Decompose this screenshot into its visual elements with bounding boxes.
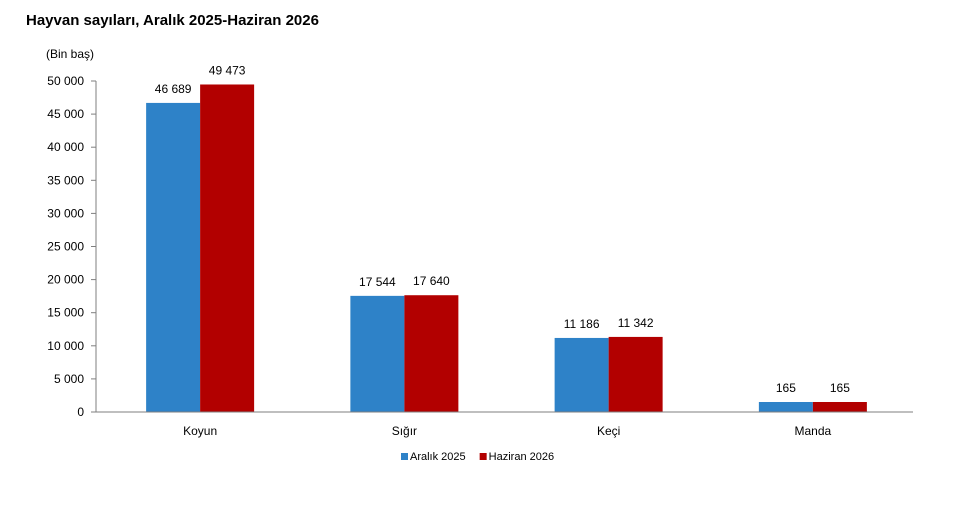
y-tick-label: 45 000 — [47, 107, 84, 121]
y-tick-label: 25 000 — [47, 240, 84, 254]
bar — [554, 337, 609, 412]
chart-title: Hayvan sayıları, Aralık 2025-Haziran 202… — [26, 12, 319, 29]
data-label: 46 689 — [155, 82, 192, 96]
legend: Aralık 2025 Haziran 2026 — [401, 451, 554, 463]
data-label: 165 — [830, 381, 850, 395]
data-label: 11 186 — [564, 317, 600, 331]
legend-swatch — [401, 453, 408, 460]
data-label: 165 — [776, 381, 796, 395]
bars — [146, 84, 867, 412]
category-label: Koyun — [183, 424, 217, 438]
bar — [404, 295, 459, 412]
category-label: Manda — [795, 424, 832, 438]
bar — [200, 84, 255, 412]
data-labels: 46 689 49 473 17 544 17 640 11 186 11 342 165 1… — [155, 63, 850, 395]
x-axis: Koyun Sığır Keçi Manda — [96, 411, 913, 438]
y-tick-label: 5 000 — [54, 372, 84, 386]
y-tick-label: 30 000 — [47, 206, 84, 220]
data-label: 17 544 — [359, 275, 396, 289]
legend-label: Aralık 2025 — [410, 451, 466, 463]
bar — [146, 102, 201, 412]
bar — [350, 295, 405, 412]
category-label: Keçi — [597, 424, 620, 438]
data-label: 49 473 — [209, 63, 246, 77]
y-tick-label: 40 000 — [47, 140, 84, 154]
data-label: 17 640 — [413, 274, 450, 288]
bar — [758, 402, 813, 412]
y-axis: 0 5 000 10 000 15 000 20 000 25 000 30 000 35 0… — [47, 74, 97, 419]
y-axis-title: (Bin baş) — [46, 47, 94, 61]
y-tick-label: 50 000 — [47, 74, 84, 88]
y-tick-label: 35 000 — [47, 173, 84, 187]
y-tick-label: 20 000 — [47, 273, 84, 287]
bar — [608, 336, 663, 412]
y-tick-label: 10 000 — [47, 339, 84, 353]
legend-swatch — [479, 453, 487, 460]
y-tick-label: 15 000 — [47, 306, 84, 320]
category-label: Sığır — [392, 424, 417, 438]
data-label: 11 342 — [618, 316, 654, 330]
legend-label: Haziran 2026 — [489, 451, 554, 463]
bar — [812, 402, 867, 412]
y-tick-label: 0 — [77, 405, 84, 419]
